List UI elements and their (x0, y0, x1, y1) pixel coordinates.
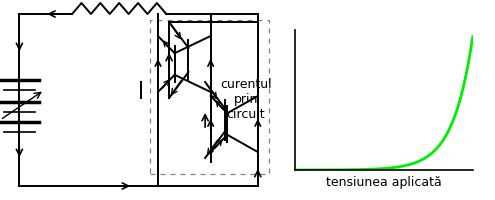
X-axis label: tensiunea aplicată: tensiunea aplicată (326, 176, 442, 189)
Bar (149, 20, 269, 174)
Y-axis label: curentul
prin
circuit: curentul prin circuit (220, 78, 272, 121)
